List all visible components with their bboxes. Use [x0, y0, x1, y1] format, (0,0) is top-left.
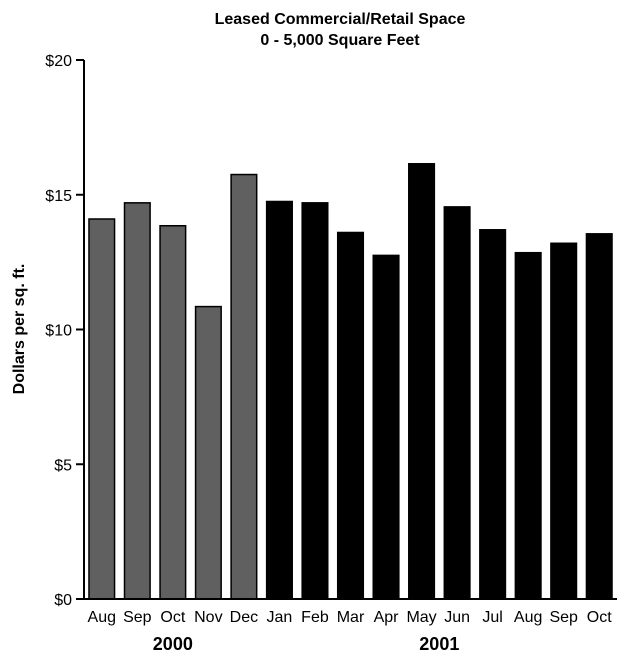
y-tick-label: $5 [54, 457, 72, 474]
y-tick-label: $0 [54, 592, 72, 609]
x-tick-label: Nov [194, 609, 222, 626]
bar-jun-10 [443, 206, 471, 600]
x-tick-label: Sep [123, 609, 152, 626]
bar-mar-7 [336, 231, 365, 600]
chart-title: Leased Commercial/Retail Space [215, 11, 466, 28]
y-tick-label: $15 [45, 188, 72, 205]
y-tick-label: $20 [45, 53, 72, 70]
x-tick-label: Mar [337, 609, 365, 626]
year-label-2001: 2001 [419, 634, 459, 654]
bar-sep-1 [123, 202, 151, 600]
x-tick-label: Jun [444, 609, 470, 626]
x-tick-label: Sep [549, 609, 578, 626]
x-tick-label: Jan [267, 609, 293, 626]
year-label-2000: 2000 [153, 634, 193, 654]
bar-sep-13 [550, 242, 578, 600]
x-tick-label: Jul [482, 609, 502, 626]
bar-jan-5 [265, 200, 293, 600]
x-tick-label: Feb [301, 609, 329, 626]
chart-subtitle: 0 - 5,000 Square Feet [260, 32, 420, 49]
bar-oct-2 [159, 224, 187, 600]
x-tick-label: Oct [160, 609, 185, 626]
bar-jul-11 [479, 229, 507, 600]
x-tick-label: Oct [587, 609, 612, 626]
year-labels: 2000 2001 [153, 634, 460, 654]
x-tick-label: May [406, 609, 436, 626]
x-tick-label: Aug [88, 609, 116, 626]
bar-nov-3 [194, 305, 222, 600]
x-tick-label: Dec [230, 609, 258, 626]
bar-may-9 [408, 163, 436, 600]
bar-oct-14 [585, 233, 613, 600]
bars [88, 163, 613, 600]
bar-feb-6 [301, 202, 329, 600]
bar-aug-12 [514, 251, 542, 600]
bar-aug-0 [88, 218, 116, 600]
x-tick-label: Aug [514, 609, 542, 626]
y-axis-label: Dollars per sq. ft. [11, 264, 28, 395]
x-axis-labels: Aug Sep Oct Nov Dec Jan Feb Mar Apr May Jun Jul Aug S… [88, 609, 613, 626]
x-tick-label: Apr [374, 609, 400, 626]
y-axis-ticks: $0 $5 $10 $15 $20 [45, 53, 84, 609]
bar-dec-4 [230, 173, 258, 600]
y-tick-label: $10 [45, 323, 72, 340]
bar-apr-8 [372, 254, 400, 600]
